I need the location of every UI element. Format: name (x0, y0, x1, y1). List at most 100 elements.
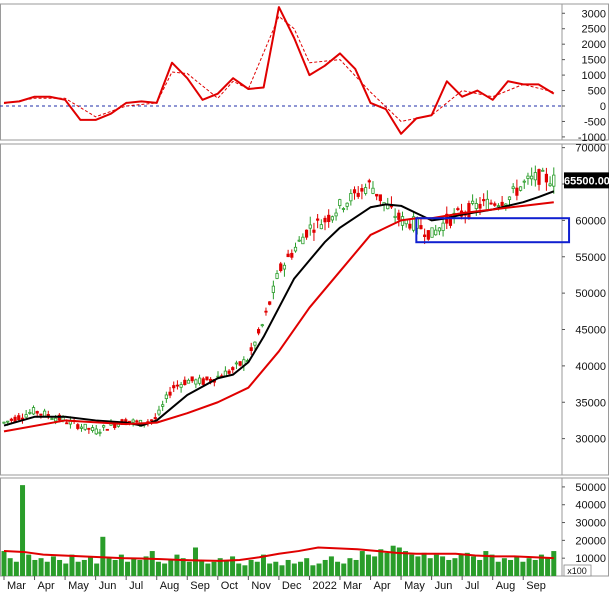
volume-bar (489, 554, 495, 576)
volume-bar (192, 547, 198, 576)
candle-body (511, 186, 515, 189)
candle-body (341, 208, 346, 210)
candle-body (423, 234, 427, 238)
x-tick-label: Dec (282, 580, 302, 592)
candle-body (316, 218, 320, 221)
y-tick-label: -1000 (578, 132, 606, 144)
candle-body (426, 230, 430, 240)
volume-bar (353, 559, 359, 576)
volume-bar (495, 561, 501, 576)
candle-body (526, 175, 530, 179)
candle-body (290, 252, 294, 258)
candle-body (371, 187, 375, 194)
candle-body (46, 414, 50, 417)
volume-bar (526, 558, 532, 576)
candle-body (530, 175, 534, 180)
volume-bar (38, 558, 44, 576)
volume-bar (205, 563, 211, 576)
candle-body (275, 273, 279, 279)
candle-body (500, 201, 504, 207)
volume-bar (508, 559, 514, 576)
candle-body (42, 410, 47, 417)
volume-bar (359, 551, 365, 576)
x-tick-label: 2022 (312, 580, 336, 592)
volume-bar (168, 559, 174, 576)
volume-bar (180, 558, 186, 576)
candle-body (35, 411, 39, 414)
candle-body (411, 216, 416, 231)
y-tick-label: 10000 (575, 553, 606, 565)
candle-body (190, 376, 194, 382)
moving-average-black (3, 190, 555, 427)
candle-body (28, 411, 32, 414)
candle-body (282, 264, 287, 270)
candle-body (54, 417, 58, 422)
candle-body (256, 329, 261, 334)
candle-body (157, 409, 161, 415)
candle-body (50, 418, 54, 420)
candle-body (515, 187, 519, 196)
x-tick-label: Sep (526, 580, 546, 592)
volume-bar (285, 559, 291, 576)
candle-body (478, 203, 482, 209)
candle-body (397, 212, 401, 220)
volume-bar (384, 552, 390, 576)
volume-bar (260, 554, 266, 576)
x-tick-label: Mar (7, 580, 26, 592)
y-tick-label: 50000 (575, 482, 606, 494)
candle-body (474, 203, 478, 210)
y-tick-label: 55000 (575, 252, 606, 264)
y-tick-label: 3000 (582, 8, 606, 20)
volume-bar (470, 556, 476, 576)
candle-body (430, 227, 434, 238)
x-tick-label: Jul (465, 580, 479, 592)
candle-body (456, 208, 460, 210)
candle-body (83, 423, 87, 430)
candle-body (161, 404, 165, 407)
candle-body (364, 187, 368, 194)
candle-body (541, 169, 545, 172)
candle-body (164, 394, 168, 400)
candle-body (31, 407, 36, 415)
candle-body (172, 385, 176, 389)
volume-bar (458, 554, 464, 576)
volume-bar (322, 559, 328, 576)
candle-body (260, 324, 264, 327)
volume-bar (143, 556, 149, 576)
volume-bar (483, 551, 489, 576)
volume-bar (50, 556, 56, 576)
volume-bar (81, 559, 87, 576)
candle-body (293, 246, 298, 252)
volume-bar (538, 554, 544, 576)
last-price-label: 65500.00 (564, 175, 609, 187)
candle-body (20, 417, 25, 420)
x-tick-label: May (404, 580, 425, 592)
volume-bar (217, 558, 223, 576)
candle-body (378, 194, 382, 202)
candle-body (537, 169, 541, 185)
candle-body (334, 212, 338, 217)
candle-body (76, 424, 80, 429)
volume-bar (464, 552, 470, 576)
volume-bar (390, 545, 396, 576)
volume-bar (279, 565, 285, 576)
volume-moving-average (3, 546, 554, 562)
candle-body (183, 379, 187, 386)
x-tick-label: Oct (221, 580, 238, 592)
moving-average-red (3, 201, 554, 433)
x-tick-label: Apr (374, 580, 391, 592)
volume-bar (551, 551, 557, 576)
volume-unit-label: x100 (567, 566, 587, 576)
candle-body (271, 285, 275, 293)
candle-body (356, 192, 360, 197)
volume-bar (440, 556, 446, 576)
candle-body (393, 215, 397, 218)
y-tick-label: 20000 (575, 535, 606, 547)
candle-body (17, 415, 21, 421)
macd-line (3, 6, 555, 135)
candle-body (234, 362, 239, 365)
candle-body (522, 180, 526, 183)
candle-body (507, 196, 512, 201)
